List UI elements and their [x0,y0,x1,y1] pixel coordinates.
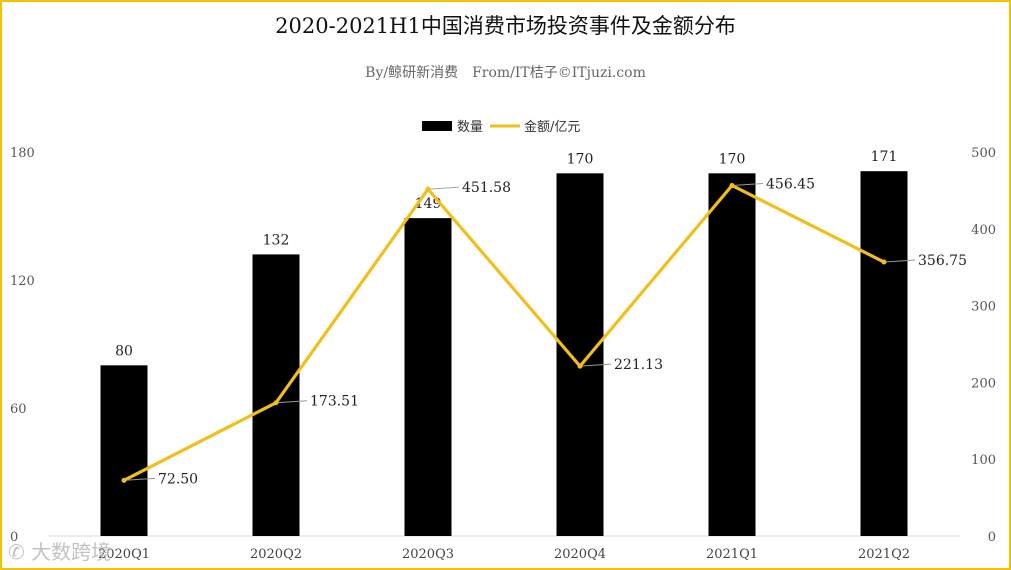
line-label-2020Q4: 221.13 [614,357,663,373]
right-axis-tick-5: 500 [971,146,996,161]
x-tick-2021Q2: 2021Q2 [858,547,910,562]
right-axis-tick-0: 0 [988,530,996,545]
bar-2020Q4 [556,173,604,537]
leader-2021Q1 [731,182,764,186]
leader-2020Q2 [275,400,308,404]
bar-label-2020Q1: 80 [115,343,133,359]
leader-2020Q3 [427,186,460,190]
bar-label-2020Q4: 170 [567,151,594,167]
line-amount [123,183,885,482]
bar-2021Q2 [860,171,908,536]
legend-label-amount: 金额/亿元 [524,119,580,135]
x-tick-2020Q3: 2020Q3 [402,547,454,562]
point-2020Q4 [577,363,583,369]
right-axis-tick-3: 300 [971,300,996,315]
point-2020Q1 [121,477,127,483]
bar-2020Q3 [404,218,452,536]
left-axis-tick-3: 180 [10,146,35,161]
point-2021Q1 [729,182,735,188]
leader-2020Q1 [123,477,156,481]
point-2020Q2 [273,400,279,406]
bar-2020Q1 [100,365,148,536]
point-2020Q3 [425,186,431,192]
bar-label-2021Q1: 170 [719,151,746,167]
line-label-2021Q2: 356.75 [918,253,967,269]
chart-title: 2020-2021H1中国消费市场投资事件及金额分布 [275,14,736,38]
watermark-text: 大数跨境 [31,540,112,564]
right-axis-tick-2: 200 [971,376,996,391]
bar-label-2021Q2: 171 [871,149,898,165]
x-tick-2020Q1: 2020Q1 [98,547,150,562]
right-axis-tick-4: 400 [971,223,996,238]
x-tick-2020Q2: 2020Q2 [250,547,302,562]
line-label-2020Q1: 72.50 [158,471,198,487]
x-tick-2020Q4: 2020Q4 [554,547,606,562]
leader-2021Q2 [883,259,916,263]
left-axis-tick-1: 60 [10,402,27,417]
bar-2020Q2 [252,254,300,536]
x-tick-2021Q1: 2021Q1 [706,547,758,562]
watermark: ✆ 大数跨境 [8,536,111,565]
right-axis-tick-1: 100 [971,453,996,468]
left-axis-tick-2: 120 [10,274,35,289]
bar-2021Q1 [708,173,756,537]
legend-swatch-count [422,121,452,131]
watermark-logo-icon: ✆ [8,540,25,564]
line-label-2020Q3: 451.58 [462,180,511,196]
line-label-2021Q1: 456.45 [766,176,815,192]
chart-subtitle: By/鲸研新消费 From/IT桔子©ITjuzi.com [365,65,646,81]
legend-label-count: 数量 [457,120,483,135]
bar-label-2020Q2: 132 [263,232,290,248]
left-axis-tick-0: 0 [10,530,18,545]
point-2021Q2 [881,259,887,265]
leader-2020Q4 [579,363,612,367]
line-label-2020Q2: 173.51 [310,394,359,410]
